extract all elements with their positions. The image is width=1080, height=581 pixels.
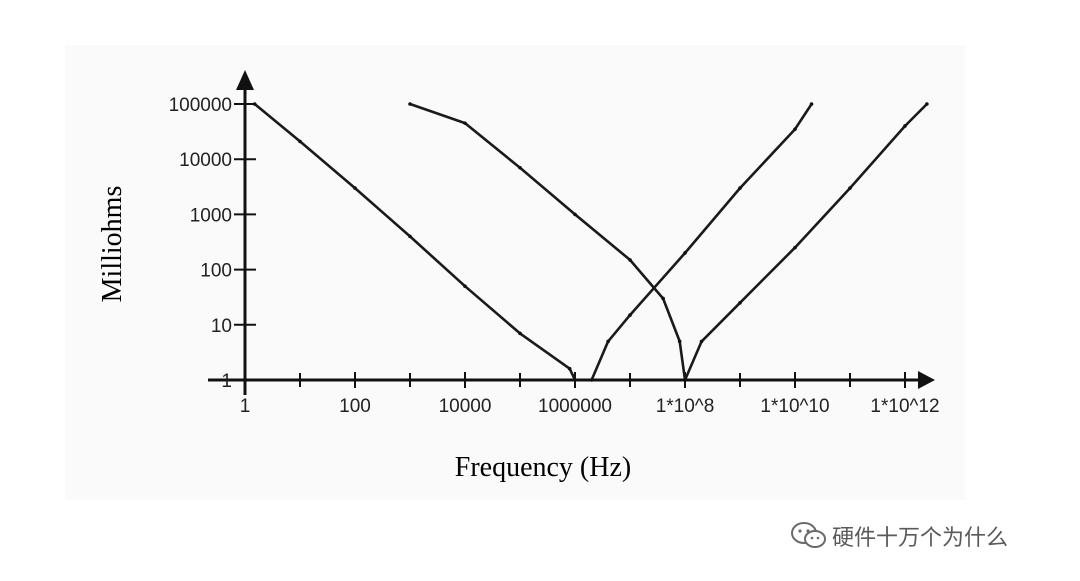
y-tick-label: 1000 <box>190 205 232 226</box>
series-point-2 <box>628 258 632 262</box>
y-tick-label: 10 <box>211 316 232 337</box>
series-point-1 <box>298 139 302 144</box>
series-point-2 <box>463 121 467 125</box>
ticks: 1 100 10000 1000000 1*10^8 1*10^10 1*10^12 1 10 1… <box>169 95 940 417</box>
series-point-2 <box>573 212 577 217</box>
series-point-3 <box>606 339 610 344</box>
x-axis-arrow <box>918 371 935 389</box>
series-point-4 <box>699 339 704 344</box>
series-point-4 <box>683 378 687 382</box>
x-tick-label: 1 <box>240 396 251 417</box>
wechat-icon <box>791 522 826 548</box>
series-point-1 <box>573 378 577 382</box>
series-point-2 <box>408 102 412 106</box>
series-point-1 <box>353 186 357 190</box>
y-axis-arrow <box>236 70 254 90</box>
series-line-1 <box>253 102 577 382</box>
y-tick-label: 100 <box>200 261 232 282</box>
series-point-3 <box>738 186 742 190</box>
series-point-3 <box>628 313 632 317</box>
x-tick-label: 10000 <box>439 396 492 417</box>
x-tick-label: 1*10^8 <box>656 396 715 417</box>
y-axis-label: Milliohms <box>97 186 128 303</box>
series-point-1 <box>463 284 467 289</box>
series-point-3 <box>683 251 687 255</box>
watermark-text: 硬件十万个为什么 <box>832 526 1009 551</box>
y-tick-label: 100000 <box>169 95 232 116</box>
series-group <box>252 102 929 382</box>
series-point-4 <box>848 186 852 190</box>
series-point-1 <box>518 331 522 336</box>
y-tick-label: 10000 <box>179 150 232 171</box>
series-line-2 <box>408 102 687 382</box>
series-point-1 <box>252 102 257 106</box>
plot-backdrop <box>65 45 965 500</box>
axes <box>208 70 935 395</box>
series-point-1 <box>567 366 572 371</box>
y-tick-label: 1 <box>221 371 232 392</box>
x-tick-label: 1*10^12 <box>870 396 939 417</box>
x-tick-label: 1000000 <box>538 396 612 417</box>
x-tick-label: 100 <box>339 396 371 417</box>
x-tick-label: 1*10^10 <box>760 396 829 417</box>
series-point-4 <box>738 301 742 305</box>
series-point-4 <box>925 102 929 106</box>
series-point-3 <box>809 102 814 106</box>
watermark: 硬件十万个为什么 <box>790 520 1008 552</box>
series-point-4 <box>793 245 797 250</box>
series-point-4 <box>903 124 907 128</box>
x-axis-label: Frequency (Hz) <box>455 452 631 483</box>
series-point-2 <box>518 165 522 170</box>
series-point-3 <box>589 378 594 382</box>
series-point-3 <box>793 127 797 131</box>
series-point-2 <box>677 339 682 344</box>
series-point-1 <box>408 234 412 239</box>
series-point-2 <box>661 296 665 301</box>
